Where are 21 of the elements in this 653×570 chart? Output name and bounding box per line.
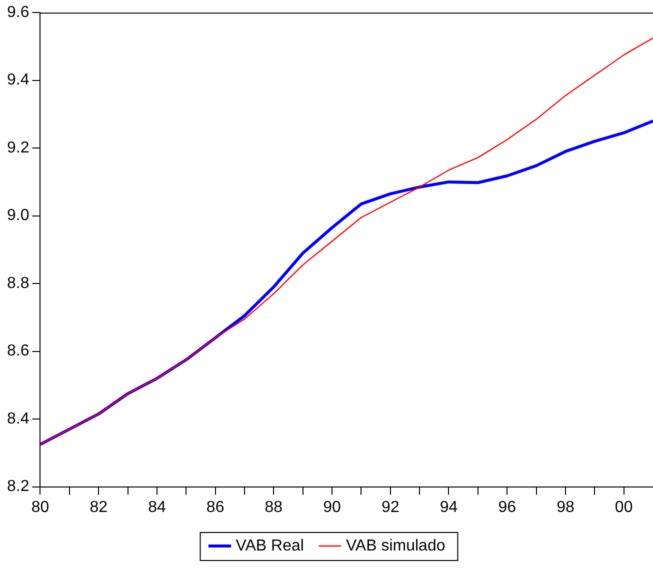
x-tick-label: 98 (556, 498, 574, 516)
y-tick-label: 8.6 (6, 342, 30, 360)
y-tick-label: 9.6 (6, 4, 30, 22)
y-tick-label: 9.2 (6, 139, 30, 156)
legend-label: VAB simulado (346, 537, 446, 554)
legend-label: VAB Real (236, 537, 304, 554)
y-tick-label: 8.4 (6, 410, 30, 428)
x-tick-label: 90 (323, 498, 342, 516)
y-tick-label: 9.0 (6, 207, 30, 224)
x-tick-label: 80 (31, 498, 50, 516)
y-tick-label: 9.4 (6, 72, 30, 89)
x-tick-label: 82 (90, 498, 108, 516)
y-tick-label: 8.2 (6, 478, 30, 496)
x-tick-label: 86 (206, 498, 224, 516)
x-tick-label: 94 (440, 498, 458, 516)
x-tick-label: 88 (264, 498, 283, 516)
x-tick-label: 92 (381, 498, 400, 516)
x-tick-label: 96 (498, 498, 516, 516)
x-tick-label: 84 (148, 498, 166, 516)
y-tick-label: 8.8 (6, 274, 30, 292)
x-tick-label: 00 (614, 498, 633, 516)
